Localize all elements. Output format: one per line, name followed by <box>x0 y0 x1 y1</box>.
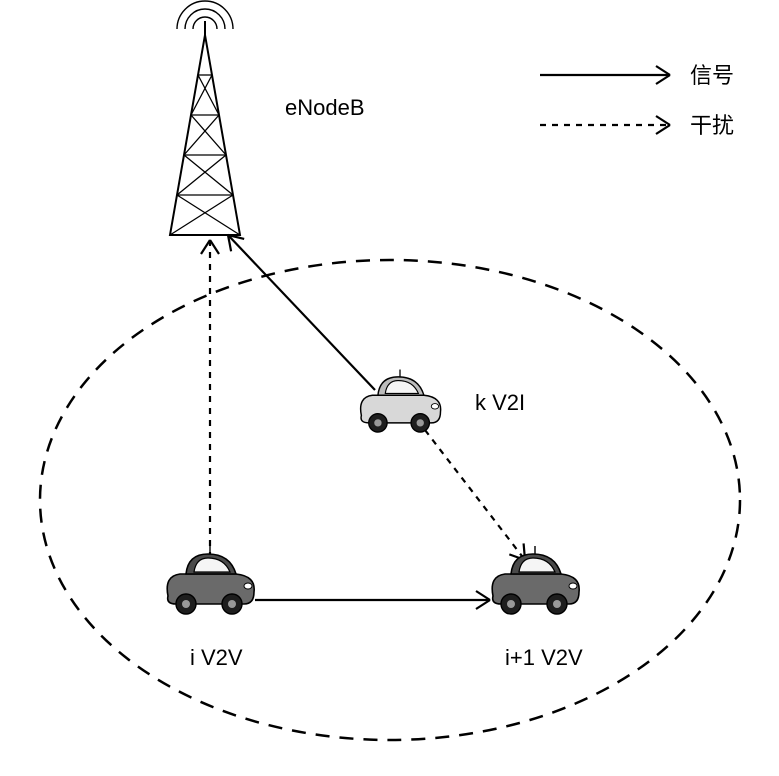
car-i-label: i V2V <box>190 645 243 670</box>
car-ip1-label: i+1 V2V <box>505 645 583 670</box>
enodeb-label: eNodeB <box>285 95 365 120</box>
legend-label-signal: 信号 <box>690 63 734 88</box>
legend-label-interference: 干扰 <box>690 113 734 138</box>
car-k-label: k V2I <box>475 390 525 415</box>
